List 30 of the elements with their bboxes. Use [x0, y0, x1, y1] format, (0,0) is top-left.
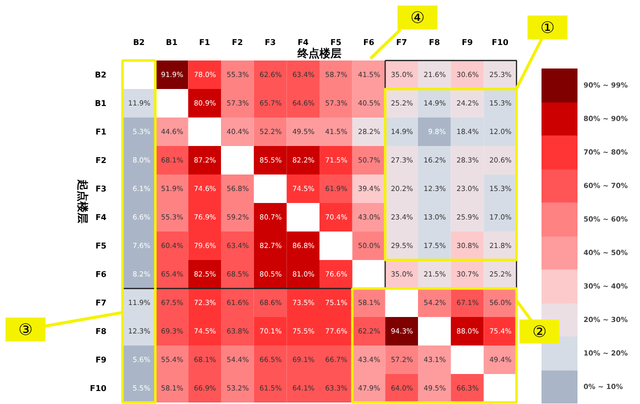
text: ① — [540, 18, 555, 37]
text: ③ — [18, 320, 33, 339]
x-tick-label: F2 — [232, 38, 243, 47]
x-tick-label: B2 — [133, 38, 145, 47]
x-tick-label: F3 — [264, 38, 276, 47]
x-axis-title: 终点楼层 — [296, 47, 342, 60]
x-tick-label: F8 — [428, 38, 440, 47]
x-tick-label: F6 — [363, 38, 375, 47]
y-tick-label: F10 — [90, 384, 107, 393]
y-tick-label: B2 — [94, 70, 107, 80]
x-tick-label: F4 — [298, 38, 310, 47]
y-tick-label: F4 — [95, 212, 107, 222]
y-tick-label: B1 — [94, 98, 107, 108]
text: ④ — [410, 8, 425, 27]
x-tick-label: F5 — [330, 38, 342, 47]
y-tick-label: F5 — [95, 241, 107, 250]
y-tick-label: F6 — [95, 270, 107, 279]
y-tick-label: F1 — [95, 127, 107, 136]
y-tick-label: F7 — [95, 298, 106, 308]
x-tick-label: F7 — [396, 38, 408, 47]
y-tick-label: F9 — [95, 355, 107, 364]
x-tick-label: F10 — [492, 38, 509, 47]
y-tick-label: F3 — [95, 184, 106, 194]
x-tick-label: F9 — [462, 38, 474, 47]
x-tick-label: B1 — [166, 38, 178, 47]
y-tick-label: F2 — [95, 156, 106, 165]
y-tick-label: F8 — [95, 326, 107, 336]
x-tick-label: F1 — [199, 38, 211, 47]
text: ② — [532, 322, 547, 341]
y-axis-title: 起点楼层 — [76, 178, 89, 224]
